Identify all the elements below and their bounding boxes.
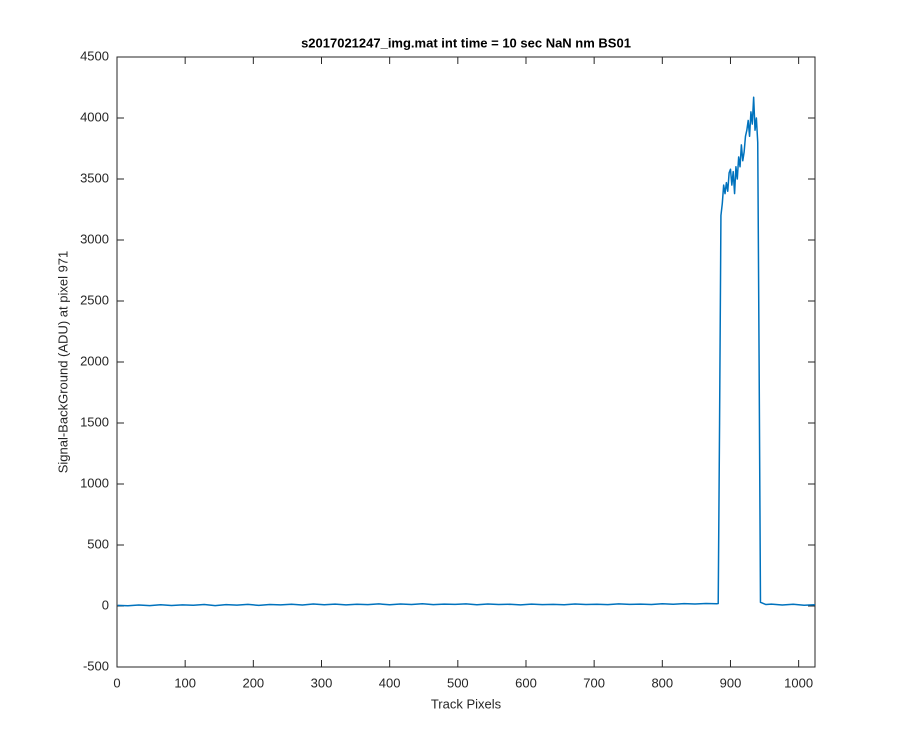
y-tick-label: 3500 <box>80 170 109 185</box>
y-tick-label: 500 <box>87 536 109 551</box>
x-tick-label: 100 <box>174 675 196 690</box>
x-tick-label: 200 <box>242 675 264 690</box>
x-tick-label: 900 <box>720 675 742 690</box>
y-tick-label: 3000 <box>80 231 109 246</box>
y-tick-label: 1500 <box>80 414 109 429</box>
y-tick-label: 2000 <box>80 353 109 368</box>
x-tick-label: 600 <box>515 675 537 690</box>
x-axis-label: Track Pixels <box>431 696 502 711</box>
y-tick-label: 0 <box>102 597 109 612</box>
x-tick-label: 500 <box>447 675 469 690</box>
x-tick-label: 700 <box>583 675 605 690</box>
x-tick-label: 400 <box>379 675 401 690</box>
y-axis-label: Signal-BackGround (ADU) at pixel 971 <box>55 251 70 474</box>
chart-title: s2017021247_img.mat int time = 10 sec Na… <box>301 35 631 50</box>
y-tick-label: 4000 <box>80 109 109 124</box>
x-tick-label: 800 <box>651 675 673 690</box>
x-tick-label: 300 <box>311 675 333 690</box>
x-tick-label: 1000 <box>784 675 813 690</box>
data-line <box>117 96 816 607</box>
x-tick-label: 0 <box>113 675 120 690</box>
y-tick-label: -500 <box>83 658 109 673</box>
y-tick-label: 2500 <box>80 292 109 307</box>
y-tick-label: 1000 <box>80 475 109 490</box>
y-tick-label: 4500 <box>80 48 109 63</box>
